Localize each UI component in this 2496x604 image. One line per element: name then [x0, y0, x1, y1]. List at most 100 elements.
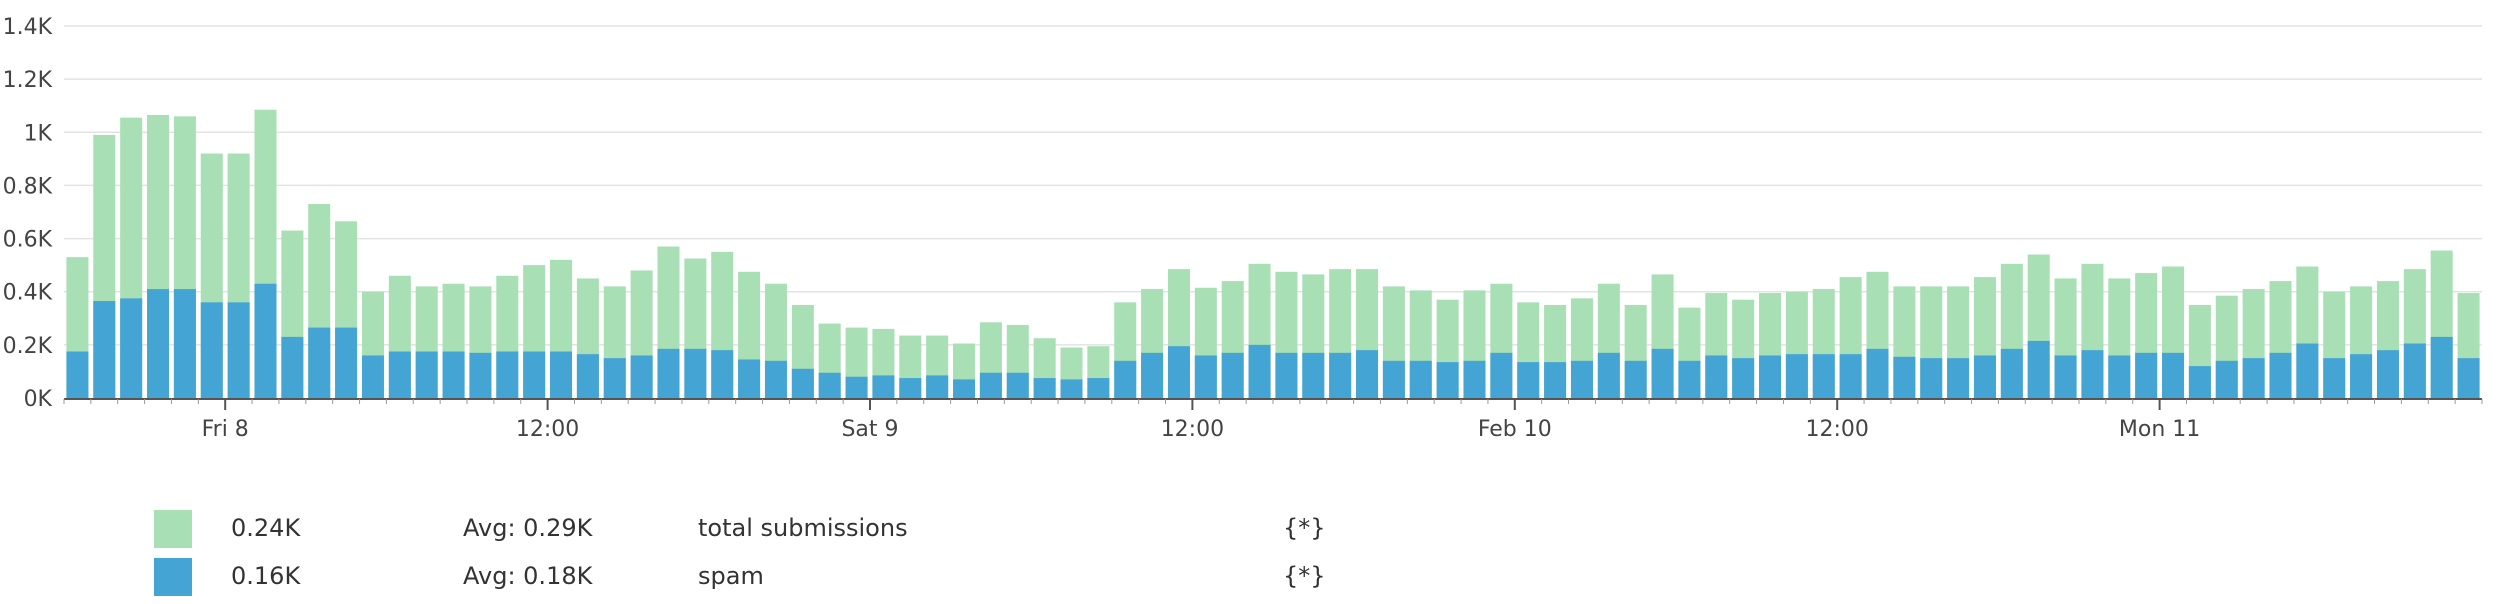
y-tick-label: 0.2K — [3, 334, 53, 359]
bar-spam[interactable] — [1382, 360, 1405, 398]
bar-spam[interactable] — [361, 355, 384, 398]
bar-spam[interactable] — [1194, 355, 1217, 398]
bar-spam[interactable] — [469, 352, 492, 398]
bar-spam[interactable] — [200, 302, 223, 398]
series-spam — [66, 283, 2480, 399]
bar-spam[interactable] — [764, 360, 787, 398]
bar-spam[interactable] — [1248, 344, 1271, 398]
bar-spam[interactable] — [2323, 358, 2346, 398]
bar-spam[interactable] — [1463, 360, 1486, 398]
y-tick-label: 0K — [24, 387, 53, 412]
y-tick-label: 0.8K — [3, 174, 53, 199]
bar-spam[interactable] — [2215, 360, 2238, 398]
bar-spam[interactable] — [1973, 355, 1996, 398]
bar-spam[interactable] — [173, 289, 196, 398]
bar-spam[interactable] — [684, 348, 707, 398]
bar-spam[interactable] — [926, 375, 949, 398]
bar-spam[interactable] — [657, 348, 680, 398]
bar-spam[interactable] — [1866, 348, 1889, 398]
bar-spam[interactable] — [1570, 360, 1593, 398]
bar-spam[interactable] — [1893, 356, 1916, 398]
bar-spam[interactable] — [711, 350, 734, 398]
bar-spam[interactable] — [818, 372, 841, 398]
bar-spam[interactable] — [2135, 352, 2158, 398]
bar-spam[interactable] — [1329, 352, 1352, 398]
bar-spam[interactable] — [1544, 362, 1567, 398]
bar-spam[interactable] — [2027, 340, 2050, 398]
bar-spam[interactable] — [953, 379, 976, 398]
bar-spam[interactable] — [1920, 358, 1943, 398]
bar-spam[interactable] — [523, 351, 546, 399]
bar-spam[interactable] — [2108, 355, 2131, 398]
bar-spam[interactable] — [1114, 360, 1137, 398]
bar-spam[interactable] — [738, 359, 761, 398]
bar-spam[interactable] — [1167, 346, 1190, 398]
bar-spam[interactable] — [1785, 354, 1808, 398]
bar-spam[interactable] — [1409, 360, 1432, 398]
bar-spam[interactable] — [1275, 352, 1298, 398]
bar-spam[interactable] — [147, 289, 170, 398]
bar-spam[interactable] — [1006, 372, 1029, 398]
bar-spam[interactable] — [2242, 358, 2265, 398]
bar-spam[interactable] — [550, 351, 573, 399]
bar-spam[interactable] — [2350, 354, 2373, 398]
bar-spam[interactable] — [791, 368, 814, 398]
bar-spam[interactable] — [388, 351, 411, 399]
bar-spam[interactable] — [120, 298, 143, 398]
bar-spam[interactable] — [576, 354, 599, 398]
bar-spam[interactable] — [2296, 343, 2319, 398]
y-tick-label: 0.6K — [3, 228, 53, 253]
bar-spam[interactable] — [1705, 355, 1728, 398]
bar-spam[interactable] — [1517, 362, 1540, 398]
bar-spam[interactable] — [1087, 378, 1110, 398]
bar-spam[interactable] — [603, 358, 626, 398]
x-tick-label: 12:00 — [1805, 417, 1868, 442]
bar-spam[interactable] — [2000, 348, 2023, 398]
bar-spam[interactable] — [1356, 350, 1379, 398]
bar-spam[interactable] — [415, 351, 438, 399]
bar-spam[interactable] — [1651, 348, 1674, 398]
bar-spam[interactable] — [1033, 378, 1056, 398]
bar-spam[interactable] — [2269, 352, 2292, 398]
bar-spam[interactable] — [1678, 360, 1701, 398]
bar-spam[interactable] — [335, 327, 358, 398]
y-axis: 0K 0.2K 0.4K 0.6K 0.8K 1K 1.2K 1.4K — [3, 15, 53, 412]
bar-spam[interactable] — [1947, 358, 1970, 398]
bar-spam[interactable] — [979, 372, 1002, 398]
bar-spam[interactable] — [2188, 366, 2211, 398]
bar-spam[interactable] — [496, 351, 519, 399]
bar-spam[interactable] — [1812, 354, 1835, 398]
bar-spam[interactable] — [2162, 352, 2185, 398]
bar-spam[interactable] — [281, 336, 304, 398]
bar-spam[interactable] — [1436, 362, 1459, 398]
bar-spam[interactable] — [1490, 352, 1513, 398]
bar-spam[interactable] — [442, 351, 465, 399]
y-tick-label: 1.4K — [3, 15, 53, 40]
x-tick-label: Mon 11 — [2119, 417, 2200, 442]
bar-spam[interactable] — [1624, 360, 1647, 398]
bar-spam[interactable] — [1302, 352, 1325, 398]
bar-spam[interactable] — [630, 355, 653, 398]
bar-spam[interactable] — [2430, 336, 2453, 398]
bar-spam[interactable] — [872, 375, 895, 398]
bar-spam[interactable] — [308, 327, 331, 398]
bar-spam[interactable] — [1141, 352, 1164, 398]
bar-spam[interactable] — [93, 301, 116, 398]
bar-spam[interactable] — [1759, 355, 1782, 398]
bar-spam[interactable] — [1060, 379, 1083, 398]
bar-spam[interactable] — [899, 378, 922, 398]
bar-spam[interactable] — [2457, 358, 2480, 398]
bar-spam[interactable] — [2403, 343, 2426, 398]
bar-spam[interactable] — [845, 376, 868, 398]
bar-spam[interactable] — [2054, 355, 2077, 398]
bar-spam[interactable] — [2081, 350, 2104, 398]
bar-spam[interactable] — [1221, 352, 1244, 398]
bar-spam[interactable] — [66, 351, 89, 399]
bar-spam[interactable] — [2376, 350, 2399, 398]
bar-spam[interactable] — [1597, 352, 1620, 398]
bar-spam[interactable] — [254, 283, 277, 398]
bar-spam[interactable] — [1839, 354, 1862, 398]
bar-spam[interactable] — [227, 302, 250, 398]
bar-spam[interactable] — [1732, 358, 1755, 398]
